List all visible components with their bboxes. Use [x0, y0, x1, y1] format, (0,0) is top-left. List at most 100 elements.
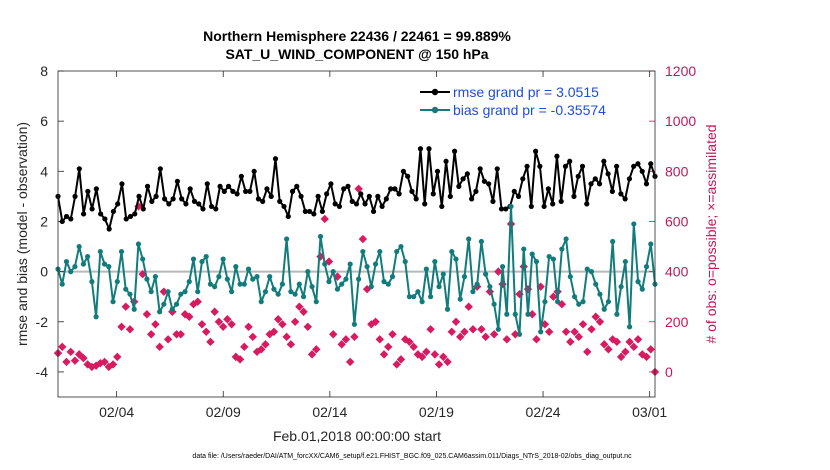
assimilated-point — [566, 337, 575, 347]
assimilated-point — [633, 335, 643, 344]
bias-point — [241, 281, 247, 287]
assimilated-point — [595, 317, 605, 326]
y2-tick-label: 800 — [665, 163, 689, 179]
bias-point — [173, 301, 180, 307]
y2-tick-label: 1000 — [665, 113, 696, 129]
rmse-point — [349, 198, 355, 204]
rmse-point — [473, 188, 479, 194]
bias-point — [292, 291, 298, 297]
assimilated-point — [273, 315, 283, 324]
bias-point — [322, 261, 328, 267]
bias-point — [576, 301, 582, 307]
rmse-point — [528, 203, 534, 210]
rmse-point — [302, 208, 308, 215]
assimilated-point — [591, 312, 600, 321]
y-tick-label: 6 — [40, 113, 48, 129]
rmse-point — [289, 188, 296, 194]
bias-point — [237, 281, 243, 287]
bias-point — [309, 284, 315, 290]
bias-point — [550, 256, 556, 262]
bias-point — [618, 284, 624, 290]
rmse-point — [345, 183, 351, 189]
bias-point — [140, 256, 146, 262]
y-tick-label: 8 — [40, 63, 48, 79]
bias-point — [250, 276, 256, 282]
bias-point — [275, 291, 281, 297]
rmse-point — [208, 203, 215, 210]
assimilated-point — [443, 357, 452, 367]
assimilated-point — [621, 347, 630, 357]
bias-point — [89, 279, 95, 285]
bias-point — [559, 246, 565, 252]
chart-title: Northern Hemisphere 22436 / 22461 = 99.8… — [203, 28, 511, 44]
assimilated-point — [451, 317, 461, 326]
assimilated-point — [206, 337, 215, 347]
assimilated-point — [320, 214, 329, 224]
bias-point — [508, 203, 514, 210]
assimilated-point — [616, 352, 626, 362]
assimilated-point — [570, 327, 579, 336]
assimilated-point — [646, 345, 655, 354]
assimilated-point — [125, 325, 135, 334]
bias-point — [648, 241, 654, 247]
rmse-point — [68, 216, 74, 222]
bias-point — [495, 326, 501, 332]
bias-point — [444, 306, 451, 312]
assimilated-point — [295, 302, 304, 311]
rmse-point — [626, 176, 633, 182]
rmse-point — [341, 186, 347, 192]
rmse-point — [396, 191, 402, 197]
assimilated-point — [100, 357, 109, 367]
assimilated-point — [439, 352, 448, 362]
assimilated-point — [193, 297, 202, 306]
rmse-point — [533, 148, 539, 154]
rmse-point — [140, 206, 146, 212]
rmse-point — [520, 176, 526, 182]
bias-point — [580, 299, 586, 305]
bias-point — [360, 248, 366, 255]
assimilated-point — [146, 330, 156, 339]
bias-point — [381, 279, 387, 285]
bias-point — [432, 258, 438, 265]
assimilated-point — [481, 332, 490, 342]
bias-point — [76, 243, 82, 250]
bias-point — [635, 279, 641, 285]
rmse-point — [234, 191, 240, 197]
rmse-point — [294, 183, 300, 189]
assimilated-point — [337, 340, 346, 349]
assimilated-point — [405, 337, 414, 347]
bias-point — [161, 301, 167, 307]
assimilated-point — [227, 320, 236, 329]
assimilated-point — [74, 350, 84, 359]
bias-point — [512, 311, 518, 317]
rmse-point — [601, 158, 607, 164]
bias-point — [233, 264, 239, 270]
bias-point — [525, 311, 531, 317]
bias-point — [389, 274, 396, 280]
rmse-point — [379, 203, 385, 210]
rmse-point — [366, 193, 372, 199]
bias-point — [203, 253, 209, 260]
bias-point — [80, 261, 87, 267]
assimilated-point — [430, 350, 440, 359]
rmse-point — [618, 191, 624, 197]
legend: rmse grand pr = 3.0515 bias grand pr = -… — [420, 84, 606, 118]
bias-point — [284, 236, 290, 242]
bias-point — [601, 306, 607, 312]
assimilated-point — [434, 360, 444, 369]
bias-point — [123, 286, 129, 292]
bias-point — [436, 284, 442, 290]
assimilated-point — [286, 340, 296, 349]
rmse-point — [59, 218, 65, 225]
rmse-point — [631, 163, 637, 169]
assimilated-point — [532, 335, 541, 344]
assimilated-point — [494, 267, 503, 276]
rmse-point — [358, 191, 364, 197]
bias-point — [457, 296, 463, 302]
bias-point — [317, 233, 324, 240]
rmse-point — [72, 193, 78, 199]
assimilated-point — [426, 325, 435, 334]
bias-point — [521, 246, 527, 252]
rmse-point — [123, 216, 129, 222]
rmse-point — [170, 196, 176, 202]
